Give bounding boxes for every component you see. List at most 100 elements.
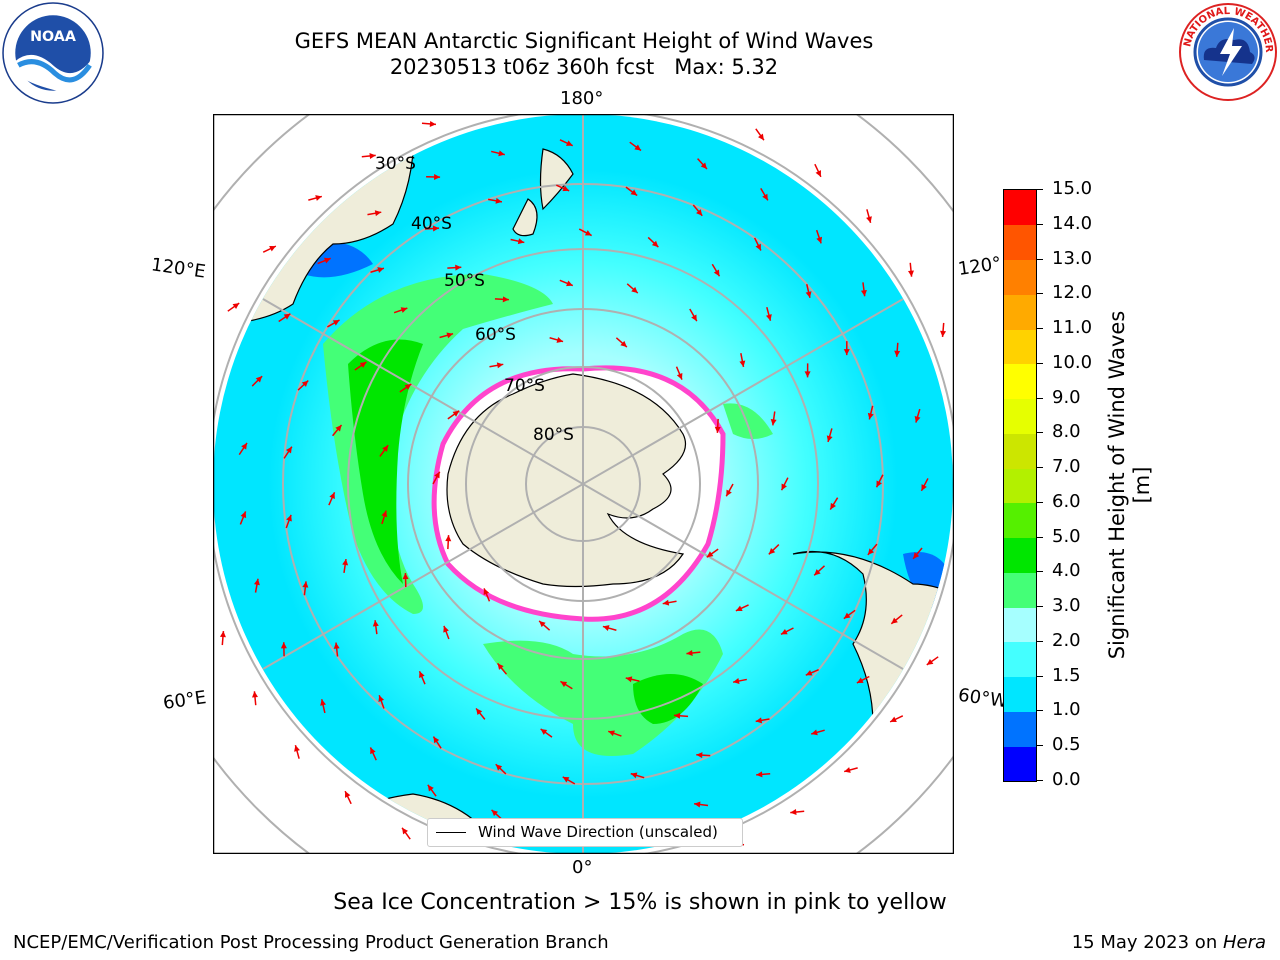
wave-direction-arrowhead [560, 681, 568, 688]
wave-direction-arrowhead [483, 588, 490, 596]
colorbar-tick-label: 4.0 [1052, 560, 1081, 582]
lat-label-30s: 30°S [375, 154, 416, 174]
wave-direction-arrowhead [843, 612, 851, 619]
wave-direction-arrowhead [700, 162, 707, 170]
colorbar [1003, 189, 1037, 782]
wave-direction-arrowhead [814, 569, 821, 576]
colorbar-tick [1036, 189, 1043, 190]
wave-direction-arrowhead [455, 264, 462, 271]
wave-direction-arrowhead [286, 446, 292, 454]
wave-direction-arrowhead [497, 663, 504, 670]
wave-direction-arrowhead [891, 617, 898, 624]
wave-direction-arrowhead [302, 581, 309, 588]
wave-direction-arrowhead [219, 631, 226, 638]
wave-direction-arrowhead [344, 791, 351, 798]
wave-direction-arrowhead [556, 337, 564, 343]
wave-direction-arrowhead [620, 340, 627, 348]
wave-direction-arrowhead [402, 827, 409, 835]
colorbar-tick-label: 10.0 [1052, 351, 1093, 373]
wind-wave-arrows [219, 120, 947, 848]
colorbar-bin [1004, 607, 1036, 643]
colorbar-bin [1004, 676, 1036, 712]
wave-direction-arrowhead [739, 360, 746, 367]
wave-direction-arrowhead [496, 362, 504, 369]
wave-direction-arrowhead [768, 548, 776, 555]
colorbar-tick [1036, 432, 1043, 434]
wave-direction-arrowhead [539, 620, 546, 628]
wave-direction-arrowhead [756, 771, 763, 778]
wave-direction-arrowhead [602, 625, 610, 631]
wave-direction-arrowhead [404, 384, 412, 390]
footer-date: 15 May 2023 on Hera [1072, 932, 1266, 953]
wave-direction-arrowhead [452, 410, 460, 417]
wave-direction-arrowhead [662, 599, 670, 606]
colorbar-bin [1004, 363, 1036, 400]
wave-direction-arrowhead [434, 173, 441, 180]
colorbar-tick [1036, 467, 1043, 469]
wave-direction-arrowhead [374, 210, 382, 217]
wave-direction-arrowhead [491, 809, 499, 817]
wave-direction-arrowhead [805, 291, 812, 298]
colorbar-tick [1036, 675, 1043, 677]
wave-direction-arrowhead [913, 552, 920, 559]
wave-direction-arrowhead [735, 605, 743, 612]
wave-direction-arrowhead [369, 153, 376, 159]
colorbar-tick [1036, 745, 1043, 747]
wave-direction-arrowhead [674, 712, 681, 719]
colorbar-tick [1036, 640, 1043, 642]
wave-direction-arrowhead [419, 671, 425, 678]
colorbar-tick [1036, 258, 1043, 260]
wave-direction-arrowhead [770, 419, 777, 426]
map-legend: Wind Wave Direction (unscaled) [427, 818, 743, 847]
wave-direction-arrowhead [495, 764, 503, 771]
map-border [213, 114, 954, 854]
wave-direction-arrowhead [286, 514, 292, 522]
wave-direction-arrowhead [815, 170, 822, 177]
wave-direction-arrowhead [562, 776, 570, 783]
wave-direction-arrowhead [926, 658, 934, 665]
lon-label-60w: 60°W [956, 684, 1009, 713]
wave-direction-arrowhead [706, 551, 714, 558]
wave-direction-arrowhead [634, 144, 642, 151]
wave-direction-arrowhead [755, 717, 763, 724]
polar-map: 30°S 40°S 50°S 60°S 70°S 80°S [213, 114, 954, 854]
wave-direction-arrowhead [434, 471, 440, 479]
lon-label-180: 180° [560, 88, 604, 109]
wave-direction-arrowhead [315, 195, 322, 201]
noaa-logo-text: NOAA [30, 29, 76, 45]
colorbar-bin [1004, 433, 1036, 469]
wave-direction-arrowhead [402, 573, 409, 580]
lon-label-0: 0° [572, 857, 593, 878]
wave-direction-arrowhead [427, 784, 434, 792]
wave-direction-arrowhead [755, 243, 761, 251]
wave-direction-arrowhead [565, 140, 573, 146]
colorbar-bin [1004, 537, 1036, 573]
wave-direction-arrowhead [921, 484, 927, 491]
wave-direction-arrowhead [443, 625, 449, 633]
wave-direction-arrowhead [625, 676, 633, 683]
wave-direction-arrowhead [432, 225, 440, 232]
wave-direction-arrowhead [323, 257, 331, 264]
graticule [213, 114, 954, 854]
lat-label-50s: 50°S [444, 271, 485, 291]
lat-label-80s: 80°S [533, 425, 574, 445]
noaa-logo-icon: NOAA [2, 2, 104, 104]
wave-direction-arrowhead [843, 349, 850, 356]
wave-direction-arrowhead [359, 362, 367, 368]
wave-direction-arrowhead [502, 296, 509, 303]
wave-direction-arrowhead [908, 270, 914, 277]
colorbar-bin [1004, 398, 1036, 434]
wave-direction-arrowhead [890, 716, 897, 723]
lat-label-40s: 40°S [411, 214, 452, 234]
wave-direction-arrowhead [332, 320, 340, 326]
colorbar-tick-label: 1.5 [1052, 664, 1081, 686]
wave-direction-arrowhead [377, 267, 384, 273]
wave-direction-arrowhead [255, 376, 263, 383]
colorbar-bin [1004, 190, 1036, 226]
wave-direction-arrowhead [816, 236, 823, 244]
colorbar-tick-label: 0.0 [1052, 769, 1081, 790]
colorbar-tick-label: 12.0 [1052, 282, 1093, 304]
lat-label-70s: 70°S [504, 376, 545, 396]
wave-direction-arrowhead [765, 314, 772, 321]
legend-line-sample [436, 832, 466, 833]
